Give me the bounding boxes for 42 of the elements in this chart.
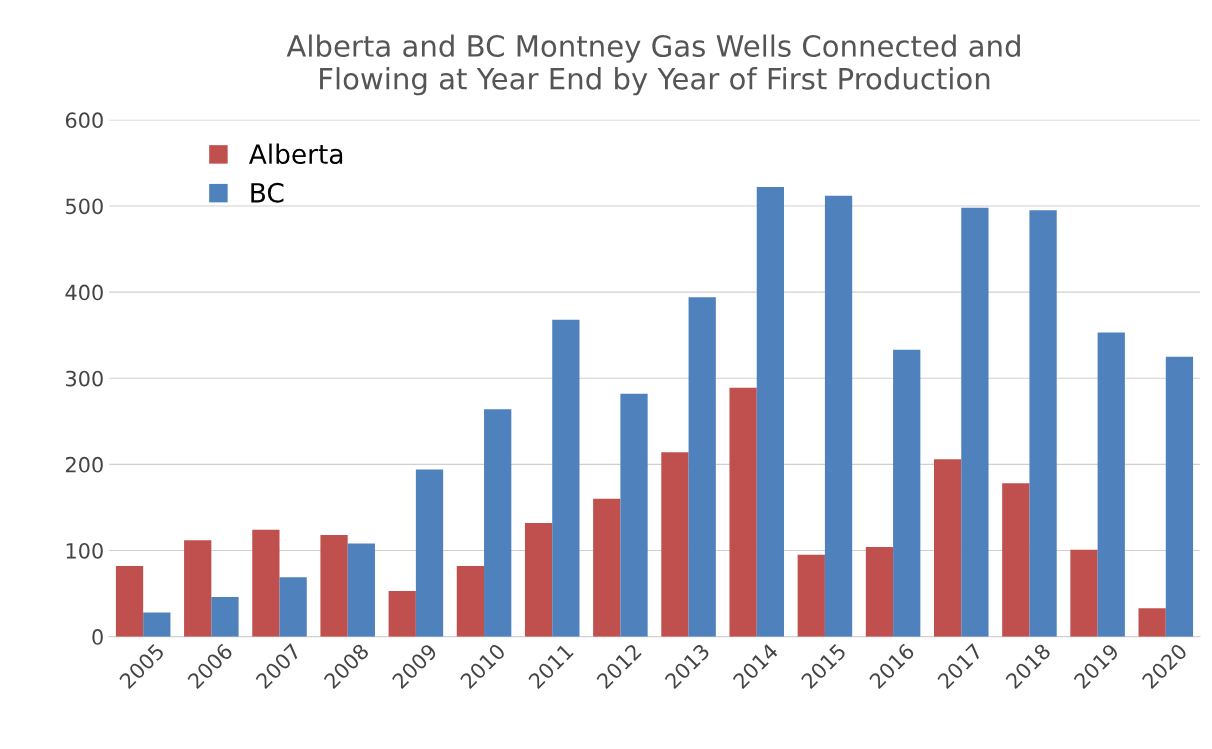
bar xyxy=(961,207,989,637)
bar xyxy=(756,187,785,637)
bar xyxy=(279,577,307,637)
legend-label: BC xyxy=(251,182,284,203)
bar xyxy=(184,540,212,637)
bar xyxy=(593,498,621,637)
bar xyxy=(388,591,416,637)
y-tick-label: 200 xyxy=(65,456,103,473)
chart-title: Alberta and BC Montney Gas Wells Connected and Flowing at Year End by Year of First Production xyxy=(286,34,1020,96)
bar xyxy=(552,319,580,637)
bar xyxy=(1029,210,1057,637)
bar xyxy=(320,535,348,637)
bar xyxy=(252,529,280,637)
bar xyxy=(484,409,512,637)
bar xyxy=(347,543,375,637)
y-tick-label: 0 xyxy=(92,629,103,645)
bar xyxy=(620,393,648,637)
bar xyxy=(415,469,444,637)
bar xyxy=(934,459,962,637)
bar xyxy=(211,597,239,637)
bar xyxy=(524,522,553,637)
bar xyxy=(865,547,894,637)
bar xyxy=(115,566,144,637)
bar xyxy=(688,297,716,637)
bar xyxy=(824,195,853,637)
bar xyxy=(1070,549,1098,637)
bar xyxy=(1138,608,1166,637)
bar xyxy=(1097,332,1125,637)
bar xyxy=(1002,483,1030,637)
bar xyxy=(797,554,825,637)
bar xyxy=(456,566,485,637)
y-tick-label: 300 xyxy=(66,370,103,387)
y-tick-label: 400 xyxy=(65,284,103,301)
y-tick-label: 100 xyxy=(66,542,103,559)
bar xyxy=(1165,356,1194,637)
bar xyxy=(893,349,921,637)
y-tick-label: 500 xyxy=(66,198,103,215)
bar xyxy=(729,387,757,637)
legend-label: Alberta xyxy=(248,143,343,165)
bar xyxy=(143,612,171,637)
y-tick-label: 600 xyxy=(65,112,103,129)
bar xyxy=(661,452,689,637)
